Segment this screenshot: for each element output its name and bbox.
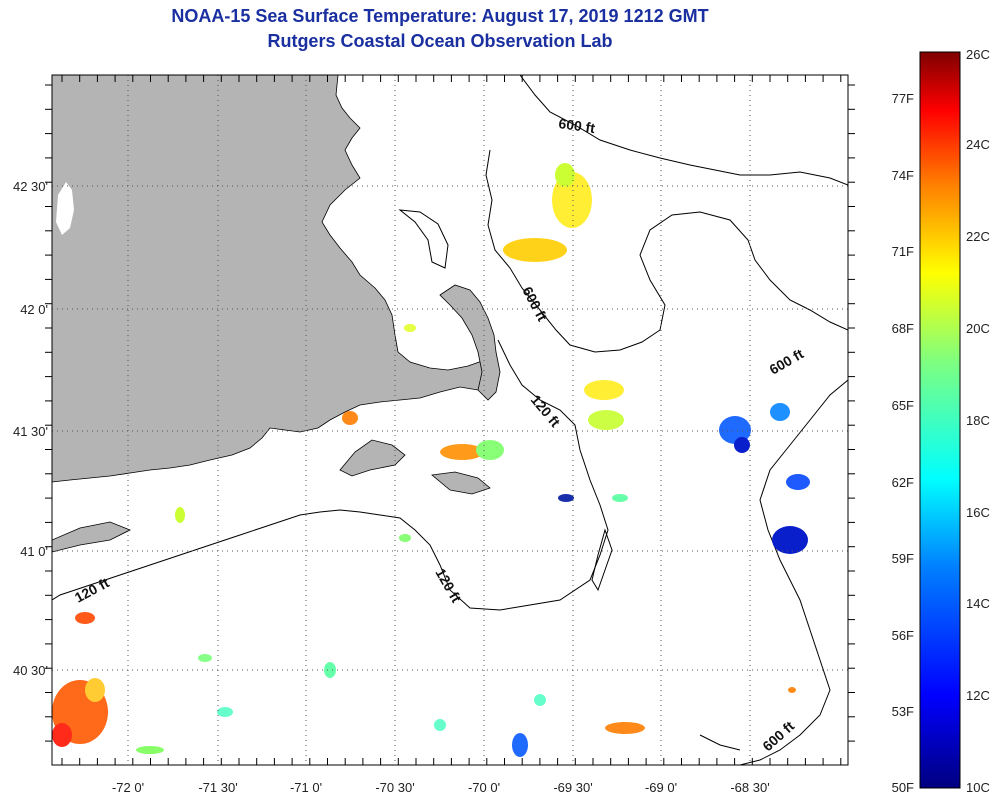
- lat-label: 42 0': [20, 302, 48, 317]
- grid-lines: [52, 75, 848, 765]
- land-nantucket: [431, 471, 491, 495]
- lon-label: -69 0': [645, 780, 677, 795]
- colorbar-fahrenheit-label: 53F: [892, 704, 914, 719]
- lon-label: -71 30': [198, 780, 237, 795]
- colorbar-celsius-label: 26C: [966, 47, 990, 62]
- colorbar-fahrenheit-label: 71F: [892, 244, 914, 259]
- lat-label: 41 30': [13, 424, 48, 439]
- colorbar-fahrenheit-label: 62F: [892, 475, 914, 490]
- land-cape-cod: [439, 284, 501, 401]
- colorbar-celsius-label: 12C: [966, 688, 990, 703]
- depth-contours: [52, 75, 848, 765]
- lon-label: -68 30': [730, 780, 769, 795]
- lat-label: 42 30': [13, 179, 48, 194]
- lat-label: 40 30': [13, 663, 48, 678]
- colorbar-fahrenheit-label: 50F: [892, 780, 914, 795]
- lon-label: -70 0': [468, 780, 500, 795]
- colorbar-celsius-label: 10C: [966, 780, 990, 795]
- colorbar-celsius-label: 16C: [966, 505, 990, 520]
- colorbar-fahrenheit-label: 65F: [892, 398, 914, 413]
- contour-label: 600 ft: [558, 115, 597, 136]
- colorbar-celsius-label: 14C: [966, 596, 990, 611]
- colorbar-celsius-label: 20C: [966, 321, 990, 336]
- land-marthas-vineyard: [339, 439, 406, 477]
- colorbar-fahrenheit-label: 74F: [892, 168, 914, 183]
- lon-label: -72 0': [112, 780, 144, 795]
- colorbar-fahrenheit-label: 56F: [892, 628, 914, 643]
- colorbar-fahrenheit-label: 59F: [892, 551, 914, 566]
- lon-label: -69 30': [553, 780, 592, 795]
- colorbar-fahrenheit-label: 68F: [892, 321, 914, 336]
- frame-ticks: [45, 75, 855, 765]
- lat-label: 41 0': [20, 544, 48, 559]
- lon-label: -70 30': [375, 780, 414, 795]
- lon-label: -71 0': [290, 780, 322, 795]
- colorbar-celsius-label: 22C: [966, 229, 990, 244]
- colorbar-fahrenheit-label: 77F: [892, 91, 914, 106]
- color-bar: [919, 51, 961, 789]
- colorbar-celsius-label: 18C: [966, 413, 990, 428]
- colorbar-celsius-label: 24C: [966, 137, 990, 152]
- land-long-island: [52, 521, 131, 553]
- map-title: NOAA-15 Sea Surface Temperature: August …: [171, 6, 709, 26]
- map-subtitle: Rutgers Coastal Ocean Observation Lab: [267, 31, 613, 51]
